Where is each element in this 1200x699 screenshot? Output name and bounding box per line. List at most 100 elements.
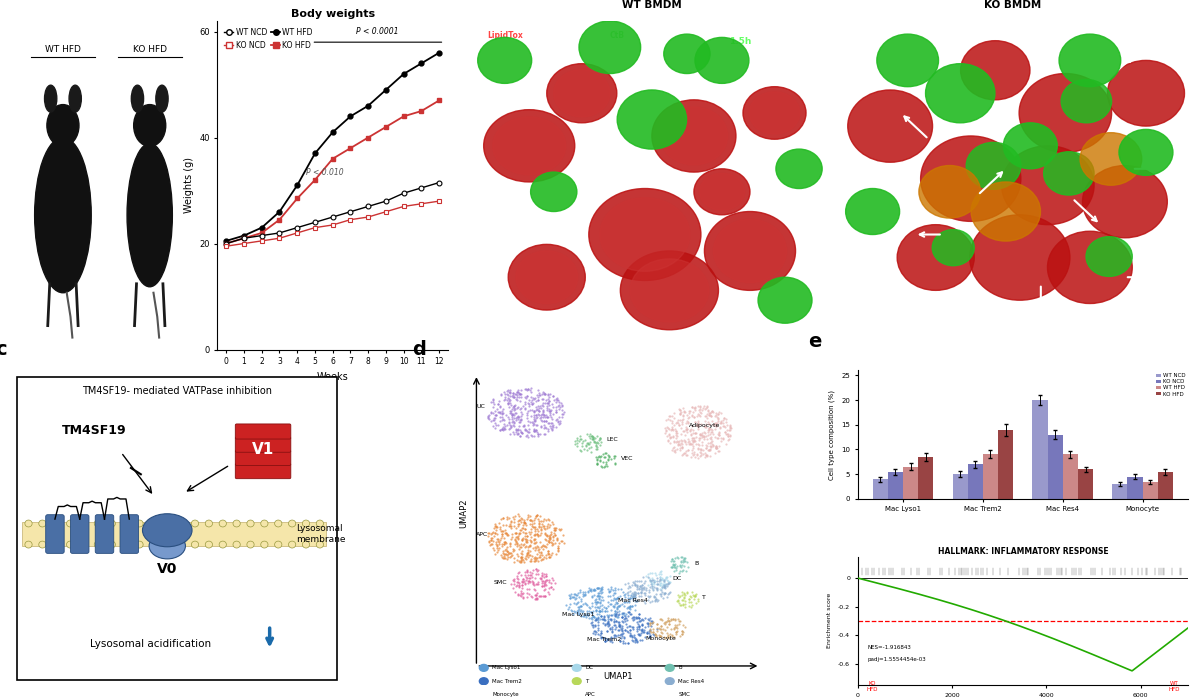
Point (635, 577, 654, 589)
Point (528, 514, 547, 525)
Ellipse shape (1003, 123, 1057, 169)
Point (540, 536, 559, 547)
Point (575, 611, 594, 622)
Point (500, 533, 520, 544)
Point (518, 545, 538, 556)
Point (636, 575, 655, 586)
Point (588, 438, 607, 449)
Point (670, 404, 689, 415)
Point (565, 589, 584, 600)
Point (706, 431, 725, 442)
Point (563, 608, 582, 619)
Point (601, 591, 620, 602)
Point (626, 594, 646, 605)
Point (598, 617, 617, 628)
Point (605, 629, 624, 640)
Point (560, 592, 580, 603)
Point (522, 535, 541, 546)
Point (492, 408, 511, 419)
Point (588, 582, 607, 593)
Point (523, 521, 542, 533)
Point (540, 420, 559, 431)
Circle shape (665, 691, 674, 698)
Point (493, 424, 512, 435)
Point (527, 542, 546, 554)
Point (596, 456, 616, 468)
Point (592, 581, 611, 592)
Point (658, 431, 677, 442)
Point (587, 440, 606, 451)
Point (698, 410, 718, 421)
Point (623, 635, 642, 646)
Point (588, 622, 607, 633)
Point (550, 418, 569, 429)
Point (509, 421, 528, 432)
Point (536, 569, 556, 580)
Ellipse shape (1118, 129, 1172, 175)
Point (511, 552, 530, 563)
Point (604, 588, 623, 599)
Point (671, 408, 690, 419)
Point (620, 582, 640, 593)
Point (535, 528, 554, 540)
Point (545, 522, 564, 533)
Point (644, 581, 664, 592)
Point (649, 630, 668, 641)
Point (698, 441, 718, 452)
Point (668, 596, 688, 607)
Point (673, 565, 692, 577)
Point (635, 582, 654, 593)
Point (582, 606, 601, 617)
Point (672, 556, 691, 567)
Point (631, 624, 650, 635)
Ellipse shape (758, 278, 812, 323)
Point (630, 629, 649, 640)
Point (510, 524, 529, 535)
Point (582, 600, 601, 612)
Point (508, 540, 527, 552)
Point (517, 533, 536, 545)
Point (588, 457, 607, 468)
Point (538, 531, 557, 542)
Point (702, 410, 721, 421)
Point (664, 431, 683, 442)
Text: DC: DC (672, 576, 682, 581)
Point (569, 588, 588, 599)
Point (700, 419, 719, 430)
Point (618, 614, 637, 626)
Point (694, 448, 713, 459)
Point (582, 583, 601, 594)
Point (612, 630, 631, 642)
Point (679, 405, 698, 417)
Point (577, 599, 596, 610)
Point (538, 398, 557, 409)
Point (614, 631, 634, 642)
Point (601, 632, 620, 643)
Point (691, 443, 710, 454)
Point (532, 524, 551, 535)
Point (674, 595, 694, 606)
Point (682, 429, 701, 440)
Point (622, 629, 641, 640)
Point (508, 574, 527, 585)
Point (527, 390, 546, 401)
Point (709, 429, 728, 440)
Point (499, 424, 518, 435)
Point (677, 449, 696, 461)
Point (571, 433, 590, 445)
Point (503, 408, 522, 419)
Point (664, 442, 683, 454)
Point (640, 625, 659, 636)
Point (599, 451, 618, 462)
Point (666, 418, 685, 429)
Point (667, 619, 686, 630)
Point (582, 617, 601, 628)
Point (521, 514, 540, 526)
Point (697, 401, 716, 412)
Point (691, 429, 710, 440)
Point (539, 394, 558, 405)
Point (527, 419, 546, 431)
Point (659, 615, 678, 626)
Point (673, 413, 692, 424)
Point (526, 511, 545, 522)
